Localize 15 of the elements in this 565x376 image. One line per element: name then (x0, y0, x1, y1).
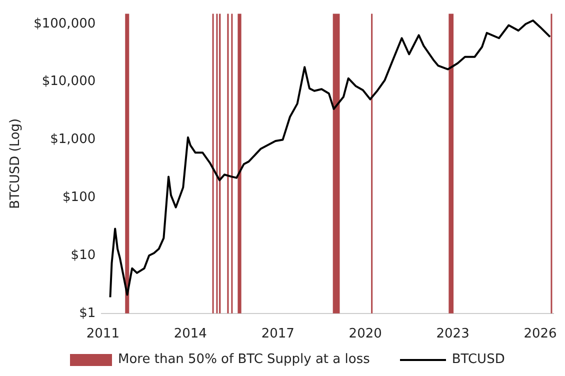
y-tick-label: $100,000 (34, 16, 96, 32)
x-tick-label: 2011 (86, 326, 120, 342)
x-tick-label: 2017 (261, 326, 294, 342)
x-tick-label: 2014 (174, 326, 207, 342)
y-tick-label: $1,000 (50, 132, 96, 148)
legend-label: More than 50% of BTC Supply at a loss (118, 352, 370, 367)
x-tick-label: 2026 (524, 326, 557, 342)
y-tick-label: $10 (70, 248, 96, 263)
y-tick-label: $10,000 (42, 74, 96, 90)
y-tick-label: $100 (62, 190, 96, 206)
y-tick-label: $1 (79, 306, 96, 321)
y-axis-title: BTCUSD (Log) (8, 118, 24, 209)
x-tick-label: 2020 (348, 326, 382, 342)
legend-label: BTCUSD (452, 352, 505, 367)
x-tick-label: 2023 (436, 326, 470, 342)
